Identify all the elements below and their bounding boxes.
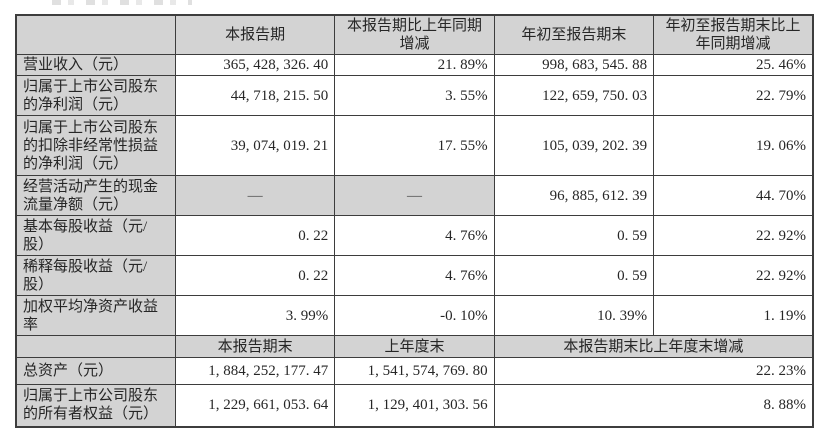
value-cell: 1, 229, 661, 053. 64: [174, 384, 336, 427]
value-cell-na: —: [334, 175, 495, 216]
row-total-assets: 总资产（元） 1, 884, 252, 177. 47 1, 541, 574,…: [15, 357, 814, 385]
value-cell: 122, 659, 750. 03: [493, 75, 655, 116]
value-cell: 96, 885, 612. 39: [493, 175, 655, 216]
value-cell: 10. 39%: [493, 295, 655, 336]
row-diluted-eps: 稀释每股收益（元/股） 0. 22 4. 76% 0. 59 22. 92%: [15, 255, 814, 296]
row-basic-eps: 基本每股收益（元/股） 0. 22 4. 76% 0. 59 22. 92%: [15, 215, 814, 256]
value-cell: 21. 89%: [334, 54, 495, 76]
header-cell-prior-year-end: 上年度末: [334, 335, 495, 358]
section2-header-row: 本报告期末 上年度末 本报告期末比上年度末增减: [15, 335, 814, 358]
value-cell: 365, 428, 326. 40: [174, 54, 336, 76]
value-cell: 22. 79%: [653, 75, 814, 116]
value-cell: 22. 23%: [493, 357, 814, 385]
row-weighted-avg-roe: 加权平均净资产收益率 3. 99% -0. 10% 10. 39% 1. 19%: [15, 295, 814, 336]
value-cell: 44, 718, 215. 50: [174, 75, 336, 116]
value-cell-na: —: [174, 175, 336, 216]
row-owners-equity: 归属于上市公司股东的所有者权益（元） 1, 229, 661, 053. 64 …: [15, 384, 814, 427]
value-cell: 1. 19%: [653, 295, 814, 336]
header-cell-period-yoy-change: 本报告期比上年同期增减: [334, 14, 495, 55]
value-cell: 3. 99%: [174, 295, 336, 336]
value-cell: 22. 92%: [653, 215, 814, 256]
row-label-cell: 基本每股收益（元/股）: [15, 215, 176, 256]
value-cell: 0. 59: [493, 215, 655, 256]
value-cell: 1, 541, 574, 769. 80: [334, 357, 495, 385]
value-cell: 19. 06%: [653, 115, 814, 176]
value-cell: 44. 70%: [653, 175, 814, 216]
value-cell: 8. 88%: [493, 384, 814, 427]
value-cell: 1, 884, 252, 177. 47: [174, 357, 336, 385]
row-net-profit-excl-nonrecurring: 归属于上市公司股东的扣除非经常性损益的净利润（元） 39, 074, 019. …: [15, 115, 814, 176]
header-cell-ytd-yoy-change: 年初至报告期末比上年同期增减: [653, 14, 814, 55]
row-operating-cash-flow: 经营活动产生的现金流量净额（元） — — 96, 885, 612. 39 44…: [15, 175, 814, 216]
row-label-cell: 加权平均净资产收益率: [15, 295, 176, 336]
value-cell: 4. 76%: [334, 255, 495, 296]
row-net-profit: 归属于上市公司股东的净利润（元） 44, 718, 215. 50 3. 55%…: [15, 75, 814, 116]
header-empty-cell: [15, 335, 176, 358]
value-cell: -0. 10%: [334, 295, 495, 336]
value-cell: 25. 46%: [653, 54, 814, 76]
financial-summary-table: 本报告期 本报告期比上年同期增减 年初至报告期末 年初至报告期末比上年同期增减 …: [15, 14, 814, 428]
header-cell-current-period: 本报告期: [174, 14, 336, 55]
value-cell: 4. 76%: [334, 215, 495, 256]
value-cell: 39, 074, 019. 21: [174, 115, 336, 176]
row-label-cell: 总资产（元）: [15, 357, 176, 385]
value-cell: 0. 22: [174, 255, 336, 296]
value-cell: 22. 92%: [653, 255, 814, 296]
row-label-cell: 经营活动产生的现金流量净额（元）: [15, 175, 176, 216]
header-cell-ytd: 年初至报告期末: [493, 14, 655, 55]
row-label-cell: 归属于上市公司股东的扣除非经常性损益的净利润（元）: [15, 115, 176, 176]
header-cell-period-end: 本报告期末: [174, 335, 336, 358]
value-cell: 998, 683, 545. 88: [493, 54, 655, 76]
value-cell: 1, 129, 401, 303. 56: [334, 384, 495, 427]
section1-header-row: 本报告期 本报告期比上年同期增减 年初至报告期末 年初至报告期末比上年同期增减: [15, 14, 814, 55]
row-label-cell: 营业收入（元）: [15, 54, 176, 76]
row-label-cell: 归属于上市公司股东的净利润（元）: [15, 75, 176, 116]
row-label-cell: 归属于上市公司股东的所有者权益（元）: [15, 384, 176, 427]
cropped-heading-remnant: [52, 0, 192, 5]
value-cell: 3. 55%: [334, 75, 495, 116]
value-cell: 0. 22: [174, 215, 336, 256]
value-cell: 0. 59: [493, 255, 655, 296]
header-empty-cell: [15, 14, 176, 55]
value-cell: 105, 039, 202. 39: [493, 115, 655, 176]
header-cell-change-vs-prior-year-end: 本报告期末比上年度末增减: [493, 335, 814, 358]
row-operating-revenue: 营业收入（元） 365, 428, 326. 40 21. 89% 998, 6…: [15, 54, 814, 76]
value-cell: 17. 55%: [334, 115, 495, 176]
row-label-cell: 稀释每股收益（元/股）: [15, 255, 176, 296]
